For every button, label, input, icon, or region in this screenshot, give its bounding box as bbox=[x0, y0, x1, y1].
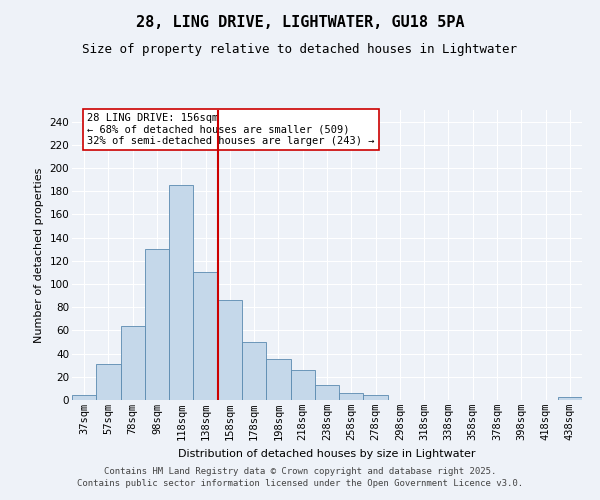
Bar bbox=[169, 186, 193, 400]
Text: Contains HM Land Registry data © Crown copyright and database right 2025.
Contai: Contains HM Land Registry data © Crown c… bbox=[77, 466, 523, 487]
Bar bbox=[266, 360, 290, 400]
X-axis label: Distribution of detached houses by size in Lightwater: Distribution of detached houses by size … bbox=[178, 448, 476, 458]
Bar bbox=[315, 385, 339, 400]
Bar bbox=[96, 364, 121, 400]
Bar bbox=[121, 326, 145, 400]
Bar bbox=[242, 342, 266, 400]
Y-axis label: Number of detached properties: Number of detached properties bbox=[34, 168, 44, 342]
Text: 28 LING DRIVE: 156sqm
← 68% of detached houses are smaller (509)
32% of semi-det: 28 LING DRIVE: 156sqm ← 68% of detached … bbox=[88, 113, 375, 146]
Bar bbox=[364, 396, 388, 400]
Bar bbox=[339, 393, 364, 400]
Text: 28, LING DRIVE, LIGHTWATER, GU18 5PA: 28, LING DRIVE, LIGHTWATER, GU18 5PA bbox=[136, 15, 464, 30]
Bar bbox=[218, 300, 242, 400]
Bar bbox=[145, 249, 169, 400]
Bar bbox=[290, 370, 315, 400]
Bar bbox=[193, 272, 218, 400]
Text: Size of property relative to detached houses in Lightwater: Size of property relative to detached ho… bbox=[83, 42, 517, 56]
Bar bbox=[558, 396, 582, 400]
Bar bbox=[72, 396, 96, 400]
